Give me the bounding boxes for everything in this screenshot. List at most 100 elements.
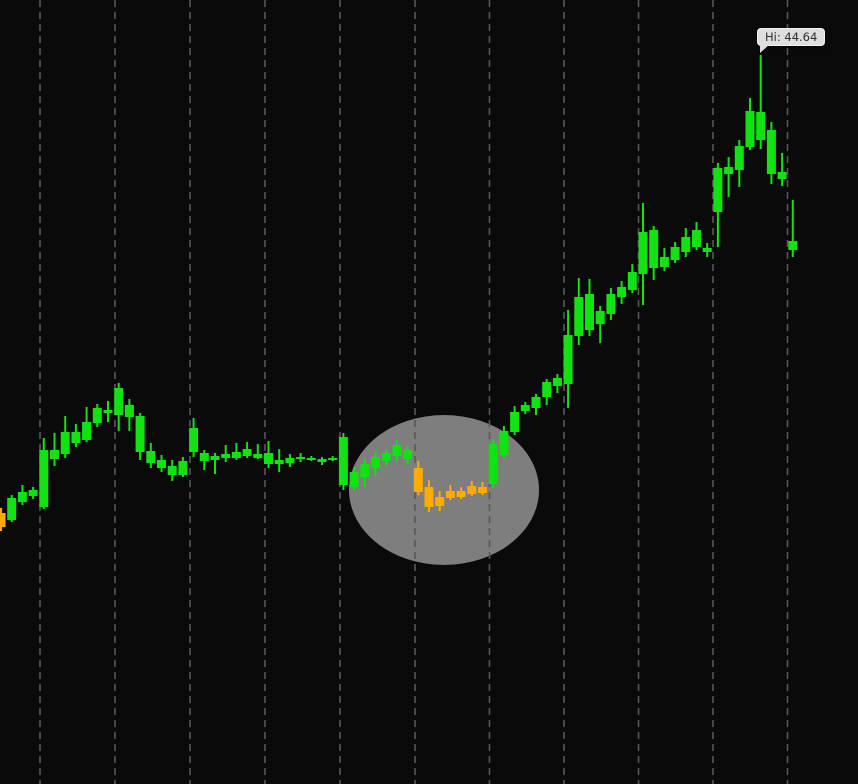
- candle[interactable]: [210, 453, 220, 474]
- candle[interactable]: [221, 445, 231, 462]
- candle-body: [552, 378, 562, 386]
- candle[interactable]: [39, 438, 49, 509]
- candle-body: [456, 491, 466, 497]
- candle[interactable]: [381, 449, 391, 466]
- candle-body: [563, 335, 573, 384]
- candle[interactable]: [478, 482, 487, 495]
- candle[interactable]: [467, 481, 477, 496]
- candle[interactable]: [392, 440, 402, 461]
- candle[interactable]: [114, 383, 124, 431]
- candle[interactable]: [274, 449, 284, 472]
- candle[interactable]: [488, 439, 498, 488]
- candle[interactable]: [659, 248, 669, 271]
- candle[interactable]: [360, 459, 370, 487]
- candle-body: [231, 452, 241, 458]
- candle[interactable]: [28, 487, 38, 499]
- candle[interactable]: [296, 453, 306, 462]
- candle[interactable]: [92, 404, 102, 427]
- candle-body: [403, 450, 413, 459]
- candle[interactable]: [617, 281, 627, 304]
- candle-body: [28, 490, 38, 496]
- candle[interactable]: [135, 413, 145, 460]
- candle[interactable]: [520, 402, 530, 414]
- candle[interactable]: [50, 433, 59, 466]
- candle[interactable]: [585, 279, 594, 336]
- candle[interactable]: [199, 450, 209, 470]
- candle[interactable]: [285, 454, 295, 467]
- candle[interactable]: [456, 487, 466, 499]
- candle[interactable]: [157, 455, 166, 472]
- candle[interactable]: [0, 508, 6, 531]
- candle[interactable]: [71, 424, 81, 447]
- candle[interactable]: [445, 485, 455, 500]
- candle[interactable]: [253, 444, 263, 459]
- candle[interactable]: [734, 140, 744, 187]
- candle[interactable]: [777, 153, 787, 186]
- candle[interactable]: [189, 418, 199, 457]
- candle[interactable]: [60, 416, 70, 458]
- candle[interactable]: [178, 457, 188, 477]
- candle[interactable]: [242, 442, 252, 458]
- candle-body: [92, 408, 102, 423]
- candle[interactable]: [338, 433, 348, 490]
- candle[interactable]: [788, 200, 798, 257]
- candle[interactable]: [766, 122, 776, 184]
- candle-body: [135, 416, 145, 452]
- candle-body: [296, 457, 306, 459]
- candle-body: [435, 497, 445, 506]
- candle[interactable]: [7, 495, 17, 522]
- candle[interactable]: [264, 441, 273, 468]
- candle[interactable]: [435, 491, 445, 511]
- candle[interactable]: [531, 394, 541, 415]
- candle[interactable]: [670, 242, 680, 263]
- candle[interactable]: [595, 306, 605, 343]
- candle-body: [360, 464, 370, 477]
- candle-body: [734, 146, 744, 170]
- candle-body: [681, 237, 691, 252]
- candle[interactable]: [627, 264, 637, 293]
- candle[interactable]: [146, 443, 156, 468]
- candle-body: [777, 172, 787, 179]
- candle[interactable]: [231, 443, 241, 460]
- candle-body: [520, 405, 530, 411]
- candle-body: [413, 468, 423, 492]
- candle[interactable]: [82, 407, 92, 442]
- candle[interactable]: [542, 379, 552, 405]
- candle[interactable]: [167, 460, 177, 481]
- candle-body: [627, 272, 637, 290]
- candle[interactable]: [681, 228, 691, 257]
- candle[interactable]: [349, 467, 359, 490]
- candle[interactable]: [424, 480, 434, 512]
- candle[interactable]: [649, 226, 659, 280]
- candle[interactable]: [499, 426, 509, 458]
- candle[interactable]: [306, 456, 316, 461]
- candle[interactable]: [724, 157, 734, 197]
- candle-body: [146, 451, 156, 463]
- candle[interactable]: [371, 452, 380, 476]
- candle-body: [253, 454, 263, 458]
- candle[interactable]: [124, 399, 134, 431]
- candle[interactable]: [574, 278, 584, 345]
- candle-body: [381, 453, 391, 461]
- candle[interactable]: [638, 203, 648, 305]
- candle[interactable]: [713, 163, 723, 247]
- candle-body: [392, 445, 402, 456]
- candle[interactable]: [756, 55, 766, 149]
- candle-body: [424, 487, 434, 507]
- candle[interactable]: [745, 98, 755, 150]
- candle[interactable]: [328, 456, 338, 461]
- tooltip-pointer-icon: [760, 44, 770, 53]
- candle[interactable]: [403, 446, 413, 464]
- candle[interactable]: [552, 374, 562, 393]
- candle[interactable]: [317, 457, 327, 465]
- candle[interactable]: [563, 310, 573, 408]
- candle[interactable]: [702, 243, 712, 257]
- candle[interactable]: [692, 222, 701, 250]
- candle-body: [103, 410, 113, 413]
- candle[interactable]: [510, 406, 520, 435]
- candle[interactable]: [17, 485, 27, 505]
- candle[interactable]: [413, 461, 423, 495]
- candle[interactable]: [606, 288, 616, 320]
- candle[interactable]: [103, 401, 113, 422]
